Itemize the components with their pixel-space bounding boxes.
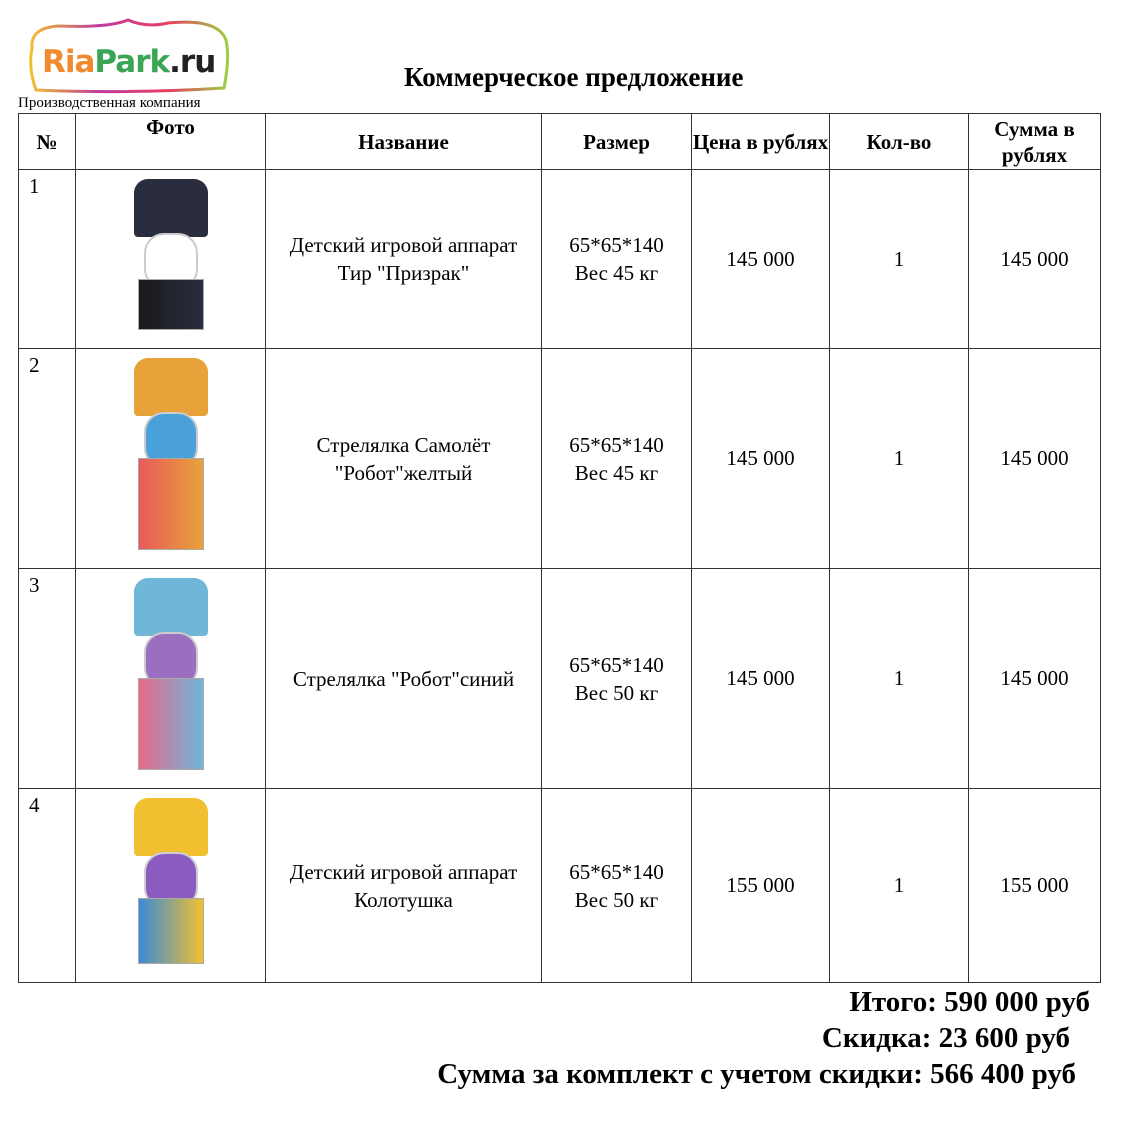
col-size: Размер bbox=[541, 113, 692, 170]
discount: Скидка: 23 600 руб bbox=[821, 1022, 1070, 1054]
product-size: 65*65*140 Вес 45 кг bbox=[541, 169, 692, 349]
col-sum: Сумма в рублях bbox=[968, 113, 1101, 170]
table-row: 1 Детский игровой аппарат Тир "Призрак" … bbox=[18, 169, 1101, 349]
product-sum: 155 000 bbox=[968, 788, 1101, 983]
product-sum: 145 000 bbox=[968, 568, 1101, 789]
product-sum: 145 000 bbox=[968, 169, 1101, 349]
product-name: Детский игровой аппарат Колотушка bbox=[265, 788, 542, 983]
product-name: Детский игровой аппарат Тир "Призрак" bbox=[265, 169, 542, 349]
product-size: 65*65*140 Вес 50 кг bbox=[541, 568, 692, 789]
product-qty: 1 bbox=[829, 169, 969, 349]
final-sum: Сумма за комплект с учетом скидки: 566 4… bbox=[437, 1058, 1076, 1090]
photo-cell bbox=[75, 568, 266, 789]
total: Итого: 590 000 руб bbox=[849, 986, 1090, 1018]
table-header: № Фото Название Размер Цена в рублях Кол… bbox=[18, 113, 1101, 170]
product-qty: 1 bbox=[829, 568, 969, 789]
photo-cell bbox=[75, 169, 266, 349]
table-row: 3 Стрелялка "Робот"синий 65*65*140 Вес 50… bbox=[18, 568, 1101, 789]
product-price: 145 000 bbox=[691, 169, 830, 349]
product-sum: 145 000 bbox=[968, 348, 1101, 569]
table-row: 2 Стрелялка Самолёт "Робот"желтый 65*65*… bbox=[18, 348, 1101, 569]
row-number: 4 bbox=[18, 788, 76, 983]
col-price: Цена в рублях bbox=[691, 113, 830, 170]
col-num: № bbox=[18, 113, 76, 170]
row-number: 2 bbox=[18, 348, 76, 569]
page-title: Коммерческое предложение bbox=[404, 62, 744, 92]
product-price: 145 000 bbox=[691, 568, 830, 789]
product-price: 155 000 bbox=[691, 788, 830, 983]
product-size: 65*65*140 Вес 50 кг bbox=[541, 788, 692, 983]
plane-robot-yellow-machine-image bbox=[76, 354, 265, 564]
col-photo: Фото bbox=[75, 113, 266, 170]
product-price: 145 000 bbox=[691, 348, 830, 569]
product-size: 65*65*140 Вес 45 кг bbox=[541, 348, 692, 569]
offer-table: № Фото Название Размер Цена в рублях Кол… bbox=[18, 113, 1101, 983]
table-row: 4 Детский игровой аппарат Колотушка 65*6… bbox=[18, 788, 1101, 983]
photo-cell bbox=[75, 788, 266, 983]
riapark-logo: RiaPark.ru bbox=[28, 18, 232, 96]
product-name: Стрелялка "Робот"синий bbox=[265, 568, 542, 789]
product-qty: 1 bbox=[829, 788, 969, 983]
pirate-whack-machine-image bbox=[76, 794, 265, 978]
product-qty: 1 bbox=[829, 348, 969, 569]
col-qty: Кол-во bbox=[829, 113, 969, 170]
col-name: Название bbox=[265, 113, 542, 170]
row-number: 1 bbox=[18, 169, 76, 349]
product-name: Стрелялка Самолёт "Робот"желтый bbox=[265, 348, 542, 569]
company-subtitle: Производственная компания bbox=[18, 95, 201, 111]
ghost-shooter-machine-image bbox=[76, 175, 265, 344]
row-number: 3 bbox=[18, 568, 76, 789]
robot-blue-machine-image bbox=[76, 574, 265, 784]
photo-cell bbox=[75, 348, 266, 569]
